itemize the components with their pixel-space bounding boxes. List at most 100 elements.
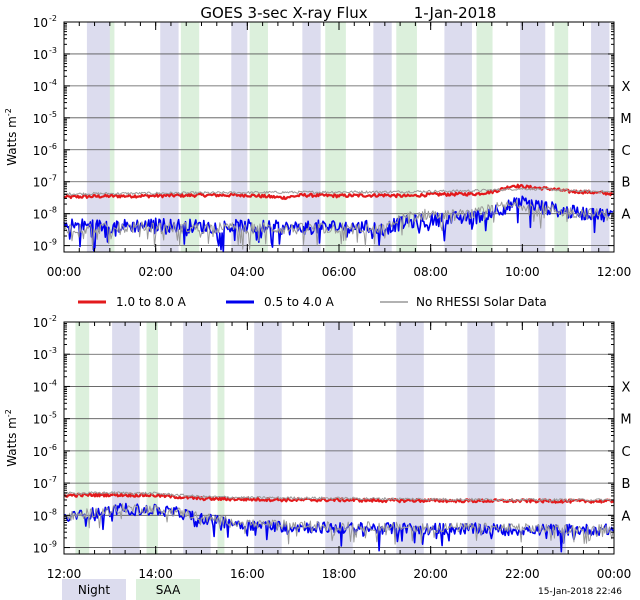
y-axis-title-exponent: -2 — [4, 409, 13, 417]
y-tick-label: 10 — [33, 208, 48, 222]
x-tick-label: 18:00 — [322, 567, 357, 581]
night-band — [112, 322, 140, 554]
saa-band — [217, 322, 225, 554]
x-tick-label: 10:00 — [505, 265, 540, 279]
y-tick-label: 10 — [33, 477, 48, 491]
class-label: B — [622, 176, 631, 191]
y-tick-exponent: -8 — [49, 507, 57, 516]
x-tick-label: 14:00 — [138, 567, 173, 581]
x-tick-label: 08:00 — [413, 265, 448, 279]
gray-flux-series — [63, 503, 615, 545]
timestamp: 15-Jan-2018 22:46 — [538, 587, 622, 597]
class-label: M — [620, 413, 631, 428]
saa-band — [249, 22, 268, 252]
y-axis-title-exponent: -2 — [4, 108, 13, 116]
y-tick-exponent: -7 — [49, 475, 57, 484]
y-tick-exponent: -5 — [49, 110, 57, 119]
y-tick-label: 10 — [33, 316, 48, 330]
x-tick-label: 06:00 — [322, 265, 357, 279]
long-flux-series — [63, 183, 615, 201]
x-tick-label: 12:00 — [47, 567, 82, 581]
y-tick-label: 10 — [33, 380, 48, 394]
y-tick-label: 10 — [33, 542, 48, 556]
y-tick-label: 10 — [33, 112, 48, 126]
x-tick-label: 00:00 — [47, 265, 82, 279]
legend-night-swatch — [62, 579, 126, 600]
x-tick-label: 12:00 — [597, 265, 632, 279]
chart-title: GOES 3-sec X-ray Flux — [200, 4, 367, 22]
night-band — [396, 322, 424, 554]
legend-long-label: 1.0 to 8.0 A — [116, 295, 187, 309]
x-tick-label: 22:00 — [505, 567, 540, 581]
y-tick-label: 10 — [33, 16, 48, 30]
class-label: M — [620, 112, 631, 127]
saa-band — [325, 22, 346, 252]
class-label: X — [622, 380, 631, 395]
chart-date: 1-Jan-2018 — [414, 4, 497, 22]
y-tick-exponent: -7 — [49, 174, 57, 183]
y-axis-title: Watts m-2 — [4, 108, 19, 166]
class-label: X — [622, 80, 631, 95]
y-tick-label: 10 — [33, 413, 48, 427]
night-band — [86, 22, 113, 252]
legend-gray-label: No RHESSI Solar Data — [416, 295, 547, 309]
y-tick-label: 10 — [33, 144, 48, 158]
flux-legend: 1.0 to 8.0 A 0.5 to 4.0 A No RHESSI Sola… — [78, 295, 547, 309]
class-label: B — [622, 477, 631, 492]
class-label: C — [621, 144, 630, 159]
night-band — [302, 22, 321, 252]
legend-saa-label: SAA — [156, 583, 181, 597]
y-tick-exponent: -3 — [49, 346, 57, 355]
class-label: C — [621, 445, 630, 460]
y-tick-label: 10 — [33, 48, 48, 62]
gray-flux-series — [63, 187, 615, 196]
night-band — [467, 322, 495, 554]
orbit-legend: Night SAA — [62, 579, 200, 600]
x-tick-label: 16:00 — [230, 567, 265, 581]
y-tick-label: 10 — [33, 176, 48, 190]
saa-band — [146, 322, 158, 554]
legend-night-label: Night — [78, 583, 111, 597]
night-band — [325, 322, 353, 554]
y-tick-exponent: -6 — [49, 142, 57, 151]
saa-band — [75, 322, 90, 554]
saa-band — [554, 22, 569, 252]
class-label: A — [622, 509, 631, 524]
saa-band — [109, 22, 115, 252]
y-tick-exponent: -9 — [49, 540, 57, 549]
y-tick-label: 10 — [33, 509, 48, 523]
night-band — [538, 322, 566, 554]
y-tick-exponent: -9 — [49, 238, 57, 247]
legend-short-label: 0.5 to 4.0 A — [264, 295, 335, 309]
x-tick-label: 02:00 — [138, 265, 173, 279]
class-label: A — [622, 208, 631, 223]
x-tick-label: 20:00 — [413, 567, 448, 581]
gray-flux-series — [63, 491, 615, 502]
y-tick-exponent: -8 — [49, 206, 57, 215]
night-band — [254, 322, 282, 554]
x-tick-label: 04:00 — [230, 265, 265, 279]
short-flux-series — [63, 195, 615, 253]
y-tick-exponent: -2 — [49, 14, 57, 23]
gray-flux-series — [63, 199, 615, 250]
y-tick-exponent: -4 — [49, 378, 57, 387]
night-band — [373, 22, 392, 252]
y-tick-exponent: -2 — [49, 314, 57, 323]
y-tick-exponent: -4 — [49, 78, 57, 87]
y-tick-label: 10 — [33, 80, 48, 94]
night-band — [231, 22, 248, 252]
saa-band — [180, 22, 200, 252]
y-tick-label: 10 — [33, 240, 48, 254]
y-tick-label: 10 — [33, 348, 48, 362]
x-tick-label: 00:00 — [597, 567, 632, 581]
long-flux-series — [63, 492, 615, 504]
y-tick-exponent: -3 — [49, 46, 57, 55]
night-band — [160, 22, 179, 252]
y-tick-exponent: -5 — [49, 411, 57, 420]
y-tick-label: 10 — [33, 445, 48, 459]
y-axis-title: Watts m-2 — [4, 409, 19, 467]
legend-saa-swatch — [136, 579, 200, 600]
